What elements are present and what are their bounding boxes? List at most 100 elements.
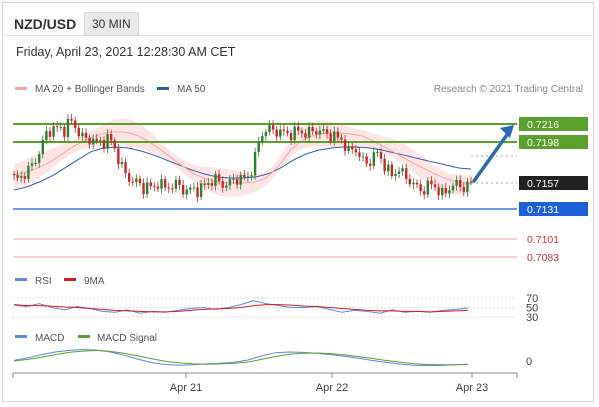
candle-body: [426, 180, 430, 195]
interval-button[interactable]: 30 MIN: [84, 12, 139, 36]
candle-body: [189, 187, 192, 190]
candle-body: [264, 131, 268, 137]
candle-body: [379, 151, 383, 159]
candlesticks: [12, 113, 473, 203]
ma20-legend-label: MA 20 + Bollinger Bands: [35, 84, 145, 95]
candle-body: [91, 138, 95, 145]
candle-body: [66, 118, 70, 137]
candle-body: [70, 118, 73, 121]
candle-body: [48, 130, 52, 137]
candle-body: [196, 187, 199, 198]
candle-body: [466, 181, 469, 192]
candle-body: [246, 176, 250, 178]
candle-body: [365, 156, 368, 164]
candle-body: [253, 151, 257, 176]
candle-body: [160, 179, 163, 189]
candle-body: [257, 141, 260, 152]
level-label-pivot: 0.7083: [527, 252, 559, 264]
candle-body: [376, 151, 379, 153]
timestamp: Friday, April 23, 2021 12:28:30 AM CET: [16, 45, 236, 59]
candle-body: [239, 174, 242, 185]
candle-body: [181, 184, 185, 195]
candle-body: [322, 129, 325, 131]
level-label-resistance: 0.7216: [527, 119, 559, 131]
rsi-ma-legend-swatch: [64, 278, 76, 281]
x-tick-label: Apr 23: [456, 382, 488, 394]
candle-body: [289, 133, 293, 141]
candle-body: [52, 126, 55, 137]
candle-body: [199, 183, 203, 198]
level-box-current: [519, 176, 588, 190]
candle-body: [336, 131, 340, 138]
candle-body: [45, 130, 48, 141]
macd-series-line-0: [13, 348, 469, 366]
candle-body: [55, 126, 59, 128]
x-tick-label: Apr 21: [170, 382, 202, 394]
candle-body: [27, 165, 30, 179]
candle-body: [268, 125, 271, 132]
candle-body: [95, 138, 98, 141]
candle-body: [286, 130, 289, 134]
candle-body: [408, 178, 412, 185]
macd-legend-swatch: [15, 335, 27, 338]
ma20-legend-swatch: [15, 87, 27, 90]
ma50-legend-swatch: [157, 87, 169, 90]
candle-body: [261, 136, 264, 142]
rsi-ma-legend-label: 9MA: [84, 276, 105, 287]
rsi-tick-label: 50: [526, 303, 538, 315]
candle-body: [430, 180, 433, 185]
candle-body: [405, 168, 408, 179]
chart-widget: NZD/USD 30 MIN Friday, April 23, 2021 12…: [2, 2, 594, 402]
candle-body: [415, 182, 419, 185]
bollinger-band: [14, 118, 471, 197]
candle-body: [455, 180, 458, 186]
candle-body: [203, 183, 206, 186]
macd-signal-legend-label: MACD Signal: [97, 333, 157, 344]
candle-body: [459, 180, 462, 188]
candle-body: [329, 133, 332, 142]
candle-body: [387, 164, 390, 172]
currency-pair-title: NZD/USD: [14, 16, 77, 32]
candle-body: [423, 191, 426, 195]
candle-body: [131, 181, 134, 183]
candle-body: [156, 186, 160, 189]
candle-body: [282, 129, 286, 131]
candle-body: [451, 185, 455, 191]
candle-body: [372, 152, 376, 166]
candle-body: [448, 190, 451, 194]
candle-body: [113, 140, 116, 149]
candle-body: [185, 189, 188, 195]
candle-body: [142, 183, 145, 194]
ma50-legend-label: MA 50: [177, 84, 206, 95]
level-box-resistance: [519, 117, 588, 131]
candle-body: [138, 178, 142, 184]
candle-body: [318, 130, 322, 135]
candle-body: [343, 139, 347, 151]
candle-body: [293, 126, 296, 141]
candle-body: [99, 140, 102, 142]
candle-body: [163, 179, 167, 188]
candle-body: [243, 174, 246, 178]
candle-body: [433, 184, 437, 188]
copyright-text: Research © 2021 Trading Central: [434, 84, 583, 95]
level-label-resistance: 0.7198: [527, 137, 559, 149]
rsi-tick-label: 70: [526, 293, 538, 305]
candle-body: [394, 173, 397, 177]
candle-body: [250, 175, 253, 177]
candle-body: [217, 174, 221, 182]
macd-legend-label: MACD: [35, 333, 64, 344]
candle-body: [153, 186, 156, 188]
candle-body: [81, 132, 84, 137]
candle-body: [311, 127, 314, 132]
macd-signal-legend-swatch: [78, 335, 90, 338]
candle-body: [307, 127, 311, 138]
candle-body: [23, 176, 26, 179]
candle-body: [117, 148, 120, 165]
candle-body: [145, 182, 149, 194]
candle-body: [354, 149, 358, 153]
candle-body: [419, 184, 422, 192]
candle-body: [221, 181, 224, 188]
candle-body: [88, 137, 91, 145]
level-box-resistance: [519, 135, 588, 149]
